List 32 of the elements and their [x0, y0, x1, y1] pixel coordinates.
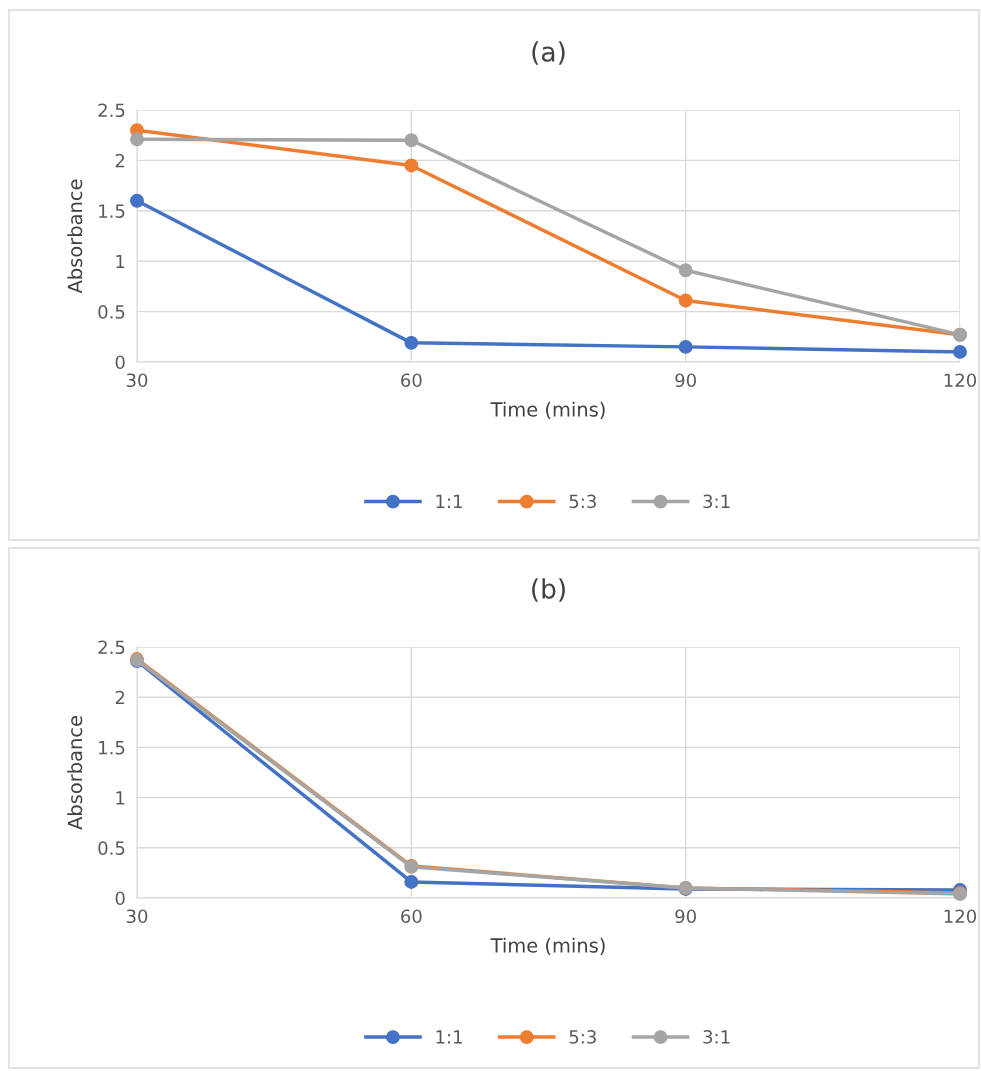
x-axis-title: Time (mins) — [490, 401, 605, 420]
x-tick-label: 60 — [401, 909, 422, 924]
x-tick-label: 30 — [126, 909, 148, 924]
x-tick-label: 90 — [675, 373, 696, 388]
legend-label: 3:1 — [703, 1030, 730, 1044]
y-tick-label: 1.5 — [99, 204, 125, 218]
y-tick-label: 2 — [115, 153, 125, 168]
y-tick-label: 2.5 — [98, 103, 125, 118]
chart-title: (b) — [532, 578, 565, 602]
y-tick-label: 1.5 — [99, 741, 125, 755]
x-tick-label: 60 — [401, 373, 422, 388]
y-tick-label: 0.5 — [98, 841, 125, 855]
chart-title: (a) — [532, 41, 565, 65]
legend-label: 5:3 — [569, 1030, 596, 1044]
y-tick-label: 0.5 — [98, 305, 125, 319]
y-tick-label: 2.5 — [98, 640, 125, 655]
y-axis-title: Absorbance — [67, 716, 83, 830]
y-tick-label: 0 — [115, 355, 125, 370]
y-tick-label: 1 — [116, 254, 125, 269]
y-axis-title: Absorbance — [67, 179, 83, 294]
x-axis-title: Time (mins) — [490, 937, 605, 956]
legend-label: 3:1 — [703, 494, 730, 509]
legend-label: 5:3 — [569, 494, 596, 509]
x-tick-label: 30 — [126, 373, 148, 388]
legend-label: 1:1 — [436, 494, 462, 508]
x-tick-label: 120 — [944, 909, 977, 924]
y-tick-label: 0 — [115, 891, 125, 906]
y-tick-label: 1 — [116, 791, 125, 805]
x-tick-label: 120 — [944, 373, 977, 388]
legend-label: 1:1 — [436, 1030, 462, 1044]
y-tick-label: 2 — [115, 690, 125, 705]
x-tick-label: 90 — [675, 909, 696, 924]
